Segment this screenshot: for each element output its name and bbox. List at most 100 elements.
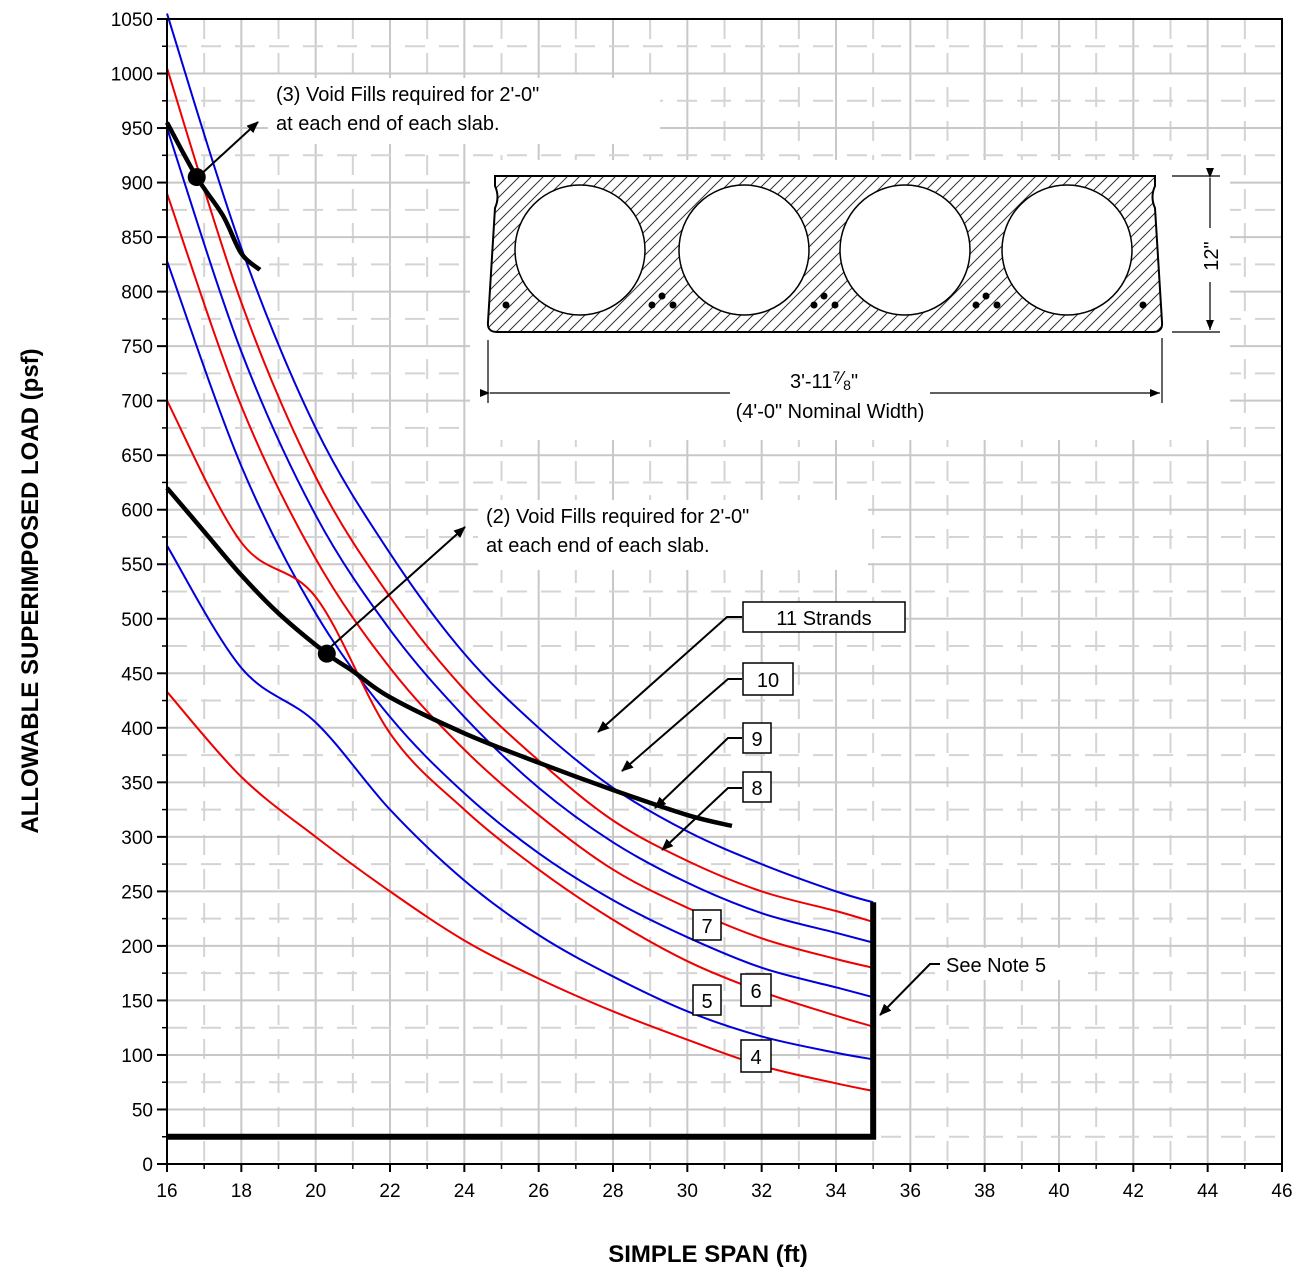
y-tick-label: 100 <box>121 1046 153 1067</box>
two-void-fills-line <box>165 486 733 829</box>
height-label: 12" <box>1201 241 1223 270</box>
axes: 16 18 20 22 24 26 28 30 32 34 36 38 40 42 44 4605010015… <box>111 10 1293 1202</box>
two-void-note-line2: at each end of each slab. <box>486 535 710 557</box>
slab-outline <box>486 175 1164 333</box>
label-6: 6 <box>750 981 761 1003</box>
x-tick-label: 46 <box>1271 1181 1292 1202</box>
label-7: 7 <box>701 916 712 938</box>
void-1 <box>514 184 646 316</box>
span-limit-line <box>167 902 877 1140</box>
series-line-6 <box>166 400 874 1028</box>
y-tick-label: 250 <box>121 882 153 903</box>
curve-labels: 11 Strands 10 9 8 7 6 5 4 <box>692 601 906 1073</box>
three-void-arrow <box>197 121 259 178</box>
label-box-4: 4 <box>740 1039 772 1073</box>
y-tick-label: 650 <box>121 446 153 467</box>
three-void-note-line1: (3) Void Fills required for 2'-0" <box>276 84 539 106</box>
x-tick-label: 28 <box>602 1181 623 1202</box>
series-line-10 <box>166 67 874 923</box>
y-tick-label: 200 <box>121 937 153 958</box>
y-tick-label: 850 <box>121 228 153 249</box>
label-box-7: 7 <box>692 909 722 941</box>
three-void-note-line2: at each end of each slab. <box>276 113 500 135</box>
y-tick-label: 950 <box>121 119 153 140</box>
label-4: 4 <box>750 1047 761 1069</box>
x-tick-label: 34 <box>825 1181 847 1202</box>
y-tick-label: 350 <box>121 773 153 794</box>
series-line-8 <box>166 193 874 969</box>
y-tick-label: 900 <box>121 174 153 195</box>
three-void-fills-line <box>165 121 262 272</box>
y-tick-label: 1000 <box>111 65 153 86</box>
void-4 <box>1001 184 1133 316</box>
y-tick-label: 0 <box>142 1155 153 1176</box>
label-box-5: 5 <box>692 984 722 1016</box>
void-2 <box>678 184 810 316</box>
y-tick-label: 450 <box>121 664 153 685</box>
slab-cross-section: 12" 3'-117⁄8" (4'-0" Nominal Width) <box>470 160 1230 440</box>
height-dimension <box>1172 168 1220 333</box>
see-note-arrow <box>879 963 940 1016</box>
x-axis-title: SIMPLE SPAN (ft) <box>608 1241 808 1268</box>
y-tick-label: 550 <box>121 555 153 576</box>
series-line-7 <box>166 260 874 999</box>
leader-8 <box>661 787 742 851</box>
x-tick-label: 32 <box>751 1181 772 1202</box>
void-fill-marker <box>317 644 336 663</box>
x-tick-label: 44 <box>1197 1181 1219 1202</box>
label-box-6: 6 <box>740 973 772 1007</box>
label-box-10: 10 <box>742 662 794 696</box>
y-tick-label: 400 <box>121 719 153 740</box>
x-tick-label: 20 <box>305 1181 326 1202</box>
curve-label-leaders <box>597 616 742 851</box>
nominal-width-label: (4'-0" Nominal Width) <box>736 401 925 423</box>
width-label: 3'-117⁄8" <box>790 368 858 393</box>
void-3 <box>839 184 971 316</box>
label-11-strands: 11 Strands <box>776 608 871 630</box>
x-tick-label: 26 <box>528 1181 549 1202</box>
y-tick-label: 750 <box>121 337 153 358</box>
y-tick-label: 800 <box>121 283 153 304</box>
two-void-arrow <box>324 526 466 653</box>
void-fill-marker <box>187 168 206 187</box>
label-8: 8 <box>751 778 762 800</box>
x-tick-label: 30 <box>677 1181 698 1202</box>
leader-9 <box>654 737 742 809</box>
x-tick-label: 40 <box>1048 1181 1069 1202</box>
y-tick-label: 50 <box>132 1100 153 1121</box>
y-tick-label: 300 <box>121 828 153 849</box>
y-tick-label: 700 <box>121 392 153 413</box>
leader-11 <box>597 616 742 733</box>
x-tick-label: 22 <box>379 1181 400 1202</box>
series-line-11 <box>166 13 874 904</box>
leader-10 <box>621 678 742 772</box>
label-box-11: 11 Strands <box>742 601 906 633</box>
series-layer <box>166 13 874 1092</box>
y-axis-title: ALLOWABLE SUPERIMPOSED LOAD (psf) <box>17 348 44 833</box>
void-fill-limit-lines <box>165 121 877 1140</box>
two-void-note-line1: (2) Void Fills required for 2'-0" <box>486 506 749 528</box>
series-line-5 <box>166 545 874 1061</box>
x-tick-label: 24 <box>454 1181 476 1202</box>
x-tick-label: 38 <box>974 1181 995 1202</box>
annotations: (3) Void Fills required for 2'-0" at eac… <box>197 78 1088 1016</box>
y-tick-label: 150 <box>121 991 153 1012</box>
label-5: 5 <box>701 991 712 1013</box>
x-tick-label: 18 <box>231 1181 252 1202</box>
y-tick-label: 1050 <box>111 10 153 31</box>
see-note-label: See Note 5 <box>946 955 1046 977</box>
x-tick-label: 36 <box>900 1181 921 1202</box>
y-tick-label: 500 <box>121 610 153 631</box>
label-box-9: 9 <box>742 722 772 754</box>
series-line-9 <box>166 127 874 944</box>
y-tick-label: 600 <box>121 501 153 522</box>
x-tick-label: 42 <box>1123 1181 1144 1202</box>
label-box-8: 8 <box>742 771 772 803</box>
label-9: 9 <box>751 729 762 751</box>
x-tick-label: 16 <box>156 1181 177 1202</box>
strand-dots <box>502 292 1147 309</box>
label-10: 10 <box>757 670 779 692</box>
markers <box>187 168 336 663</box>
